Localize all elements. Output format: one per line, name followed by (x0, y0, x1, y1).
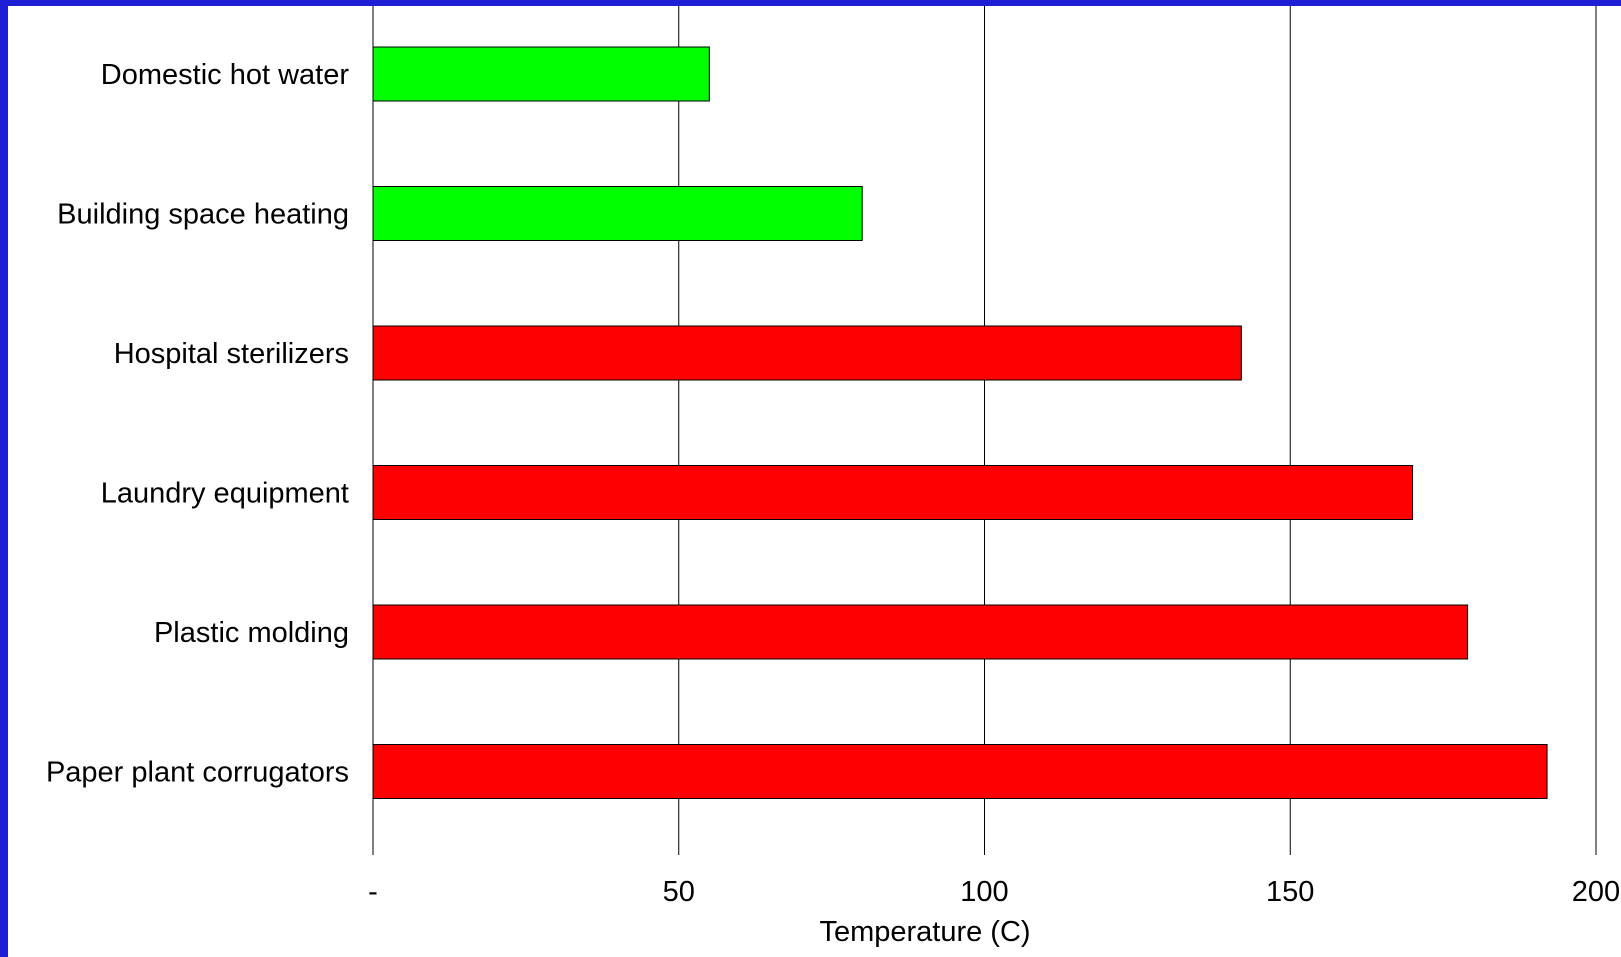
category-label: Hospital sterilizers (114, 338, 349, 370)
category-label: Paper plant corrugators (46, 757, 349, 789)
x-tick-label: 50 (663, 876, 695, 908)
x-tick-label: 100 (960, 876, 1008, 908)
x-tick-label: - (368, 876, 378, 908)
bar (372, 604, 1469, 660)
bar (372, 325, 1242, 381)
bar (372, 46, 710, 102)
bar (372, 465, 1414, 520)
category-label: Laundry equipment (101, 478, 349, 510)
bars (372, 46, 1548, 799)
category-label: Plastic molding (154, 617, 349, 649)
x-axis-title: Temperature (C) (819, 916, 1030, 948)
x-axis: - 50 100 150 200 (368, 6, 1620, 908)
x-tick-label: 150 (1266, 876, 1314, 908)
category-labels: Domestic hot water Building space heating… (46, 59, 349, 789)
category-label: Building space heating (57, 199, 349, 231)
x-tick-label: 200 (1572, 876, 1620, 908)
bar (372, 744, 1548, 799)
bar (372, 186, 863, 241)
category-label: Domestic hot water (101, 59, 350, 91)
gridlines (678, 6, 1597, 845)
